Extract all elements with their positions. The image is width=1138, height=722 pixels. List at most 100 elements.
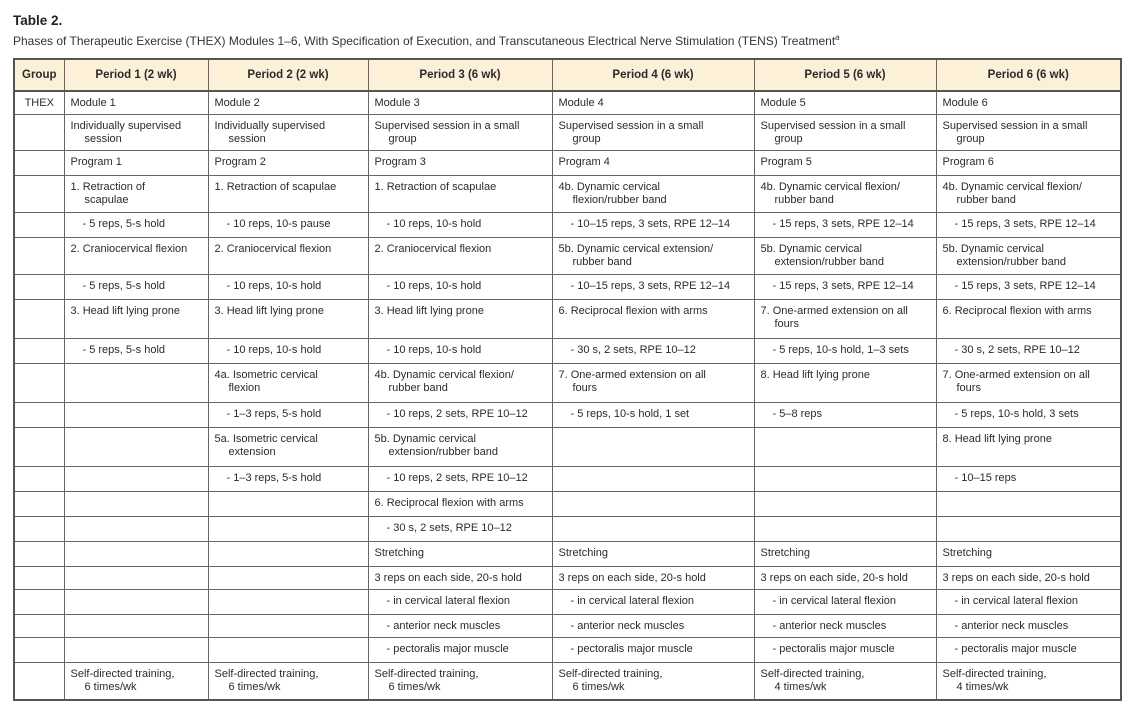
cell-text: Supervised session in a small — [942, 120, 1088, 132]
table-cell: - 10 reps, 10-s hold — [367, 338, 553, 364]
table-row: 3 reps on each side, 20-s hold 3 reps on … — [13, 566, 1122, 590]
group-cell — [13, 402, 65, 428]
table-cell: - 1–3 reps, 5-s hold — [207, 466, 369, 492]
cell-text-continued: group — [956, 133, 985, 145]
group-cell — [13, 114, 65, 151]
table-cell: 8. Head lift lying prone — [935, 427, 1122, 467]
group-cell — [13, 212, 65, 238]
table-cell: Supervised session in a small group — [551, 114, 755, 151]
table-cell: - anterior neck muscles — [935, 614, 1122, 638]
cell-text: 4b. Dynamic cervical — [558, 181, 660, 193]
table-cell: - 5–8 reps — [753, 402, 937, 428]
table-row: - 5 reps, 5-s hold - 10 reps, 10-s hold - … — [13, 338, 1122, 364]
table-cell — [551, 516, 755, 542]
column-header-period-1: Period 1 (2 wk) — [63, 58, 209, 92]
cell-text-continued: extension/rubber band — [774, 256, 884, 268]
table-cell: - 5 reps, 5-s hold — [63, 338, 209, 364]
table-cell: Module 3 — [367, 90, 553, 115]
table-cell — [63, 637, 209, 663]
table-cell: Self-directed training, 6 times/wk — [367, 662, 553, 700]
cell-text: 7. One-armed extension on all — [558, 369, 706, 381]
table-cell: - in cervical lateral flexion — [367, 589, 553, 615]
table-cell: Supervised session in a small group — [753, 114, 937, 151]
cell-text: Self-directed training, — [942, 668, 1047, 680]
table-cell: 3. Head lift lying prone — [367, 299, 553, 339]
table-cell: - anterior neck muscles — [551, 614, 755, 638]
group-cell — [13, 237, 65, 275]
table-cell: 3 reps on each side, 20-s hold — [935, 566, 1122, 590]
cell-text-continued: fours — [956, 382, 981, 394]
table-cell: Self-directed training, 6 times/wk — [207, 662, 369, 700]
table-cell: - 1–3 reps, 5-s hold — [207, 402, 369, 428]
table-row: 3. Head lift lying prone 3. Head lift lyi… — [13, 299, 1122, 339]
table-cell: - 10 reps, 10-s hold — [367, 212, 553, 238]
table-cell — [551, 491, 755, 517]
table-row: - 1–3 reps, 5-s hold - 10 reps, 2 sets, R… — [13, 402, 1122, 428]
cell-text-continued: session — [84, 133, 122, 145]
table-cell — [207, 589, 369, 615]
column-header-period-4: Period 4 (6 wk) — [551, 58, 755, 92]
table-cell: 7. One-armed extension on all fours — [935, 363, 1122, 403]
table-cell — [207, 614, 369, 638]
table-cell: Program 4 — [551, 150, 755, 176]
table-cell: - 5 reps, 10-s hold, 1–3 sets — [753, 338, 937, 364]
table-row: - anterior neck muscles - anterior neck m… — [13, 614, 1122, 638]
table-cell: 1. Retraction of scapulae — [63, 175, 209, 213]
group-cell — [13, 614, 65, 638]
table-cell: Self-directed training, 6 times/wk — [551, 662, 755, 700]
cell-text: 4b. Dynamic cervical flexion/ — [374, 369, 514, 381]
group-cell — [13, 491, 65, 517]
cell-text-continued: rubber band — [572, 256, 632, 268]
cell-text: 5b. Dynamic cervical extension/ — [558, 243, 714, 255]
column-header-group: Group — [13, 58, 65, 92]
table-cell: - 10–15 reps, 3 sets, RPE 12–14 — [551, 274, 755, 300]
cell-text-continued: fours — [572, 382, 597, 394]
table-cell: - in cervical lateral flexion — [935, 589, 1122, 615]
therapeutic-exercise-table: Group Period 1 (2 wk) Period 2 (2 wk) Perio… — [13, 58, 1122, 701]
table-cell — [207, 637, 369, 663]
cell-text: 7. One-armed extension on all — [760, 305, 908, 317]
table-cell: - 5 reps, 10-s hold, 1 set — [551, 402, 755, 428]
group-cell: THEX — [13, 90, 65, 115]
table-cell — [63, 589, 209, 615]
cell-text: Self-directed training, — [214, 668, 319, 680]
group-cell — [13, 662, 65, 700]
table-cell: 5b. Dynamic cervical extension/rubber ba… — [551, 237, 755, 275]
table-cell — [63, 566, 209, 590]
table-row: - 5 reps, 5-s hold - 10 reps, 10-s pause -… — [13, 212, 1122, 238]
table-cell: Self-directed training, 4 times/wk — [753, 662, 937, 700]
table-cell: 4b. Dynamic cervical flexion/rubber band — [753, 175, 937, 213]
table-row: 5a. Isometric cervical extension 5b. Dynam… — [13, 427, 1122, 467]
table-cell: - 5 reps, 10-s hold, 3 sets — [935, 402, 1122, 428]
table-cell: Program 5 — [753, 150, 937, 176]
cell-text: Supervised session in a small — [374, 120, 520, 132]
table-cell: Program 2 — [207, 150, 369, 176]
table-cell — [551, 466, 755, 492]
group-cell — [13, 427, 65, 467]
table-cell: - anterior neck muscles — [753, 614, 937, 638]
table-cell: 4b. Dynamic cervical flexion/rubber band — [935, 175, 1122, 213]
table-cell — [63, 516, 209, 542]
table-row: 6. Reciprocal flexion with arms — [13, 491, 1122, 517]
table-cell: 4b. Dynamic cervical flexion/rubber band — [367, 363, 553, 403]
cell-text-continued: extension/rubber band — [388, 446, 498, 458]
table-cell: - pectoralis major muscle — [753, 637, 937, 663]
table-cell: Stretching — [753, 541, 937, 567]
table-cell: 3 reps on each side, 20-s hold — [551, 566, 755, 590]
table-cell: Supervised session in a small group — [935, 114, 1122, 151]
cell-text-continued: group — [572, 133, 601, 145]
table-row: Stretching Stretching Stretching Stretching — [13, 541, 1122, 567]
cell-text: Individually supervised — [70, 120, 182, 132]
cell-text-continued: rubber band — [774, 194, 834, 206]
table-cell: - pectoralis major muscle — [935, 637, 1122, 663]
cell-text: 4b. Dynamic cervical flexion/ — [760, 181, 900, 193]
table-cell — [63, 402, 209, 428]
table-cell: Self-directed training, 4 times/wk — [935, 662, 1122, 700]
footnote-mark: a — [835, 33, 840, 42]
caption-text: Phases of Therapeutic Exercise (THEX) Mo… — [13, 34, 836, 48]
table-cell: - 10 reps, 2 sets, RPE 10–12 — [367, 402, 553, 428]
table-cell: - 10 reps, 10-s pause — [207, 212, 369, 238]
group-cell — [13, 175, 65, 213]
table-cell: Supervised session in a small group — [367, 114, 553, 151]
table-cell — [935, 516, 1122, 542]
